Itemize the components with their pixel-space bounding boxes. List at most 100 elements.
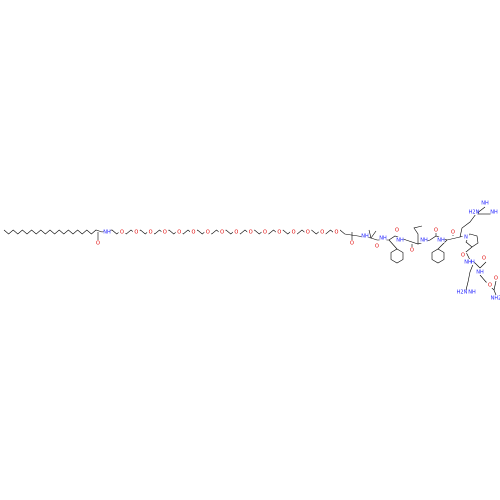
atom-label: O [220, 230, 224, 236]
atom-label: NH [420, 238, 428, 244]
label-bg [449, 229, 457, 235]
label-bg [232, 229, 240, 235]
label-bg [318, 229, 326, 235]
label-bg [147, 229, 155, 235]
atom-label: O [320, 230, 324, 236]
atom-label: H2N [457, 290, 468, 296]
label-bg [458, 289, 466, 295]
label-bg [437, 237, 445, 243]
label-bg [476, 269, 484, 275]
bond [370, 230, 377, 239]
label-bg [470, 209, 478, 215]
bond [413, 225, 423, 244]
atom-label: O [249, 230, 253, 236]
bond [368, 229, 372, 239]
label-bg [132, 229, 140, 235]
label-bg [361, 233, 369, 239]
label-bg [486, 282, 494, 288]
bond [437, 239, 448, 250]
atom-label: O [163, 230, 167, 236]
atom-label: O [234, 230, 238, 236]
atom-label: O [292, 230, 296, 236]
atom-label: O [306, 230, 310, 236]
atom-label: O [192, 230, 196, 236]
label-bg [396, 237, 404, 243]
atom-label: O [149, 230, 153, 236]
label-bg [94, 240, 102, 246]
atom-label: O [263, 230, 267, 236]
bond [388, 239, 398, 250]
label-bg [190, 229, 197, 235]
atom-label: O [277, 230, 281, 236]
atom-label: O [461, 253, 465, 259]
atom-label: NH2 [491, 296, 500, 302]
bond [459, 206, 486, 238]
label-bg [247, 229, 255, 235]
label-bg [492, 275, 500, 281]
atom-label: O [350, 241, 354, 247]
label-bg [218, 229, 226, 235]
proline-ring [465, 233, 479, 248]
label-bg [290, 229, 298, 235]
label-bg [464, 259, 472, 265]
bond [465, 246, 473, 261]
atom-label: O [177, 230, 181, 236]
label-bg [348, 240, 356, 246]
label-bg [480, 255, 488, 261]
label-bg [304, 229, 312, 235]
label-bg [175, 229, 183, 235]
label-bg [118, 229, 126, 235]
atom-label: O [134, 230, 138, 236]
atom-label: NH [481, 201, 489, 207]
label-bg [261, 229, 269, 235]
label-bg [481, 200, 489, 206]
label-bg [379, 235, 387, 241]
atom-label: O [482, 256, 486, 262]
atom-label: NH [476, 270, 484, 276]
label-bg [333, 229, 340, 235]
atom-label: O [451, 230, 455, 236]
label-bg [468, 289, 476, 295]
label-bg [204, 229, 212, 235]
phenyl-ring [390, 248, 404, 264]
label-bg [420, 237, 428, 243]
bond [493, 280, 497, 291]
atom-label: O [375, 244, 379, 250]
label-bg [373, 243, 381, 249]
atom-label: O [488, 283, 492, 289]
bond [465, 261, 475, 291]
atom-label: NH [103, 230, 111, 236]
atom-label: NH [361, 234, 369, 240]
phenyl-ring [431, 248, 445, 264]
atom-label: NH [437, 238, 445, 244]
atom-label: O [206, 230, 210, 236]
label-bg [275, 229, 283, 235]
atom-label: O [335, 230, 339, 236]
atom-label: NH [490, 210, 498, 216]
bond [479, 261, 487, 269]
label-bg [462, 234, 470, 240]
atom-label: O [410, 248, 414, 254]
label-bg [492, 295, 500, 301]
label-bg [432, 227, 440, 233]
atom-label: NH [379, 236, 387, 242]
atom-label: NH [464, 260, 472, 266]
atom-label: O [120, 230, 124, 236]
label-bg [393, 227, 401, 233]
label-bg [161, 229, 169, 235]
atom-label: N [464, 235, 468, 241]
atom-label: O [434, 228, 438, 234]
label-bg [408, 247, 416, 253]
atom-label: NH [468, 290, 476, 296]
atom-label: O [395, 228, 399, 234]
atom-label: O [96, 241, 100, 247]
label-bg [103, 229, 111, 235]
atom-label: NH [396, 238, 404, 244]
bonds [3, 206, 497, 296]
atom-labels: ONH O O O O O O O O O O O O O O O OONHONHONHONHONHONNHH2… [94, 200, 500, 302]
bond [473, 261, 481, 269]
label-bg [490, 209, 498, 215]
atom-label: H2N [469, 210, 480, 216]
